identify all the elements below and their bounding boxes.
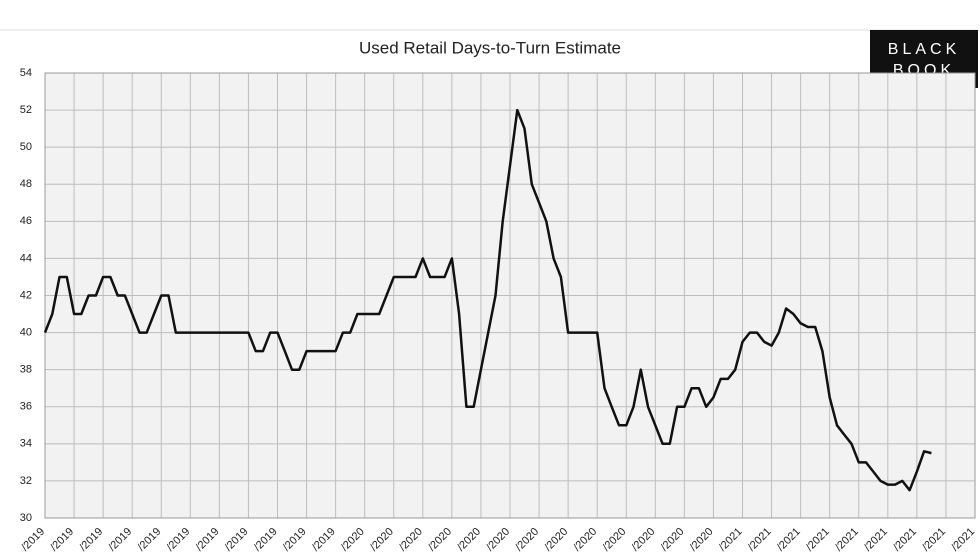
x-tick-label: /2020 <box>659 526 687 552</box>
x-tick-label: /2020 <box>426 526 454 552</box>
y-tick-label: 44 <box>20 252 32 264</box>
x-tick-label: /2019 <box>77 526 105 552</box>
x-tick-label: /2021 <box>862 526 890 552</box>
y-tick-label: 32 <box>20 475 32 487</box>
x-tick-label: /2021 <box>804 526 832 552</box>
x-tick-label: /2020 <box>484 526 512 552</box>
x-tick-label: /2019 <box>310 526 338 552</box>
x-tick-label: /2020 <box>542 526 570 552</box>
x-tick-label: /2019 <box>48 526 76 552</box>
x-tick-label: /2021 <box>775 526 803 552</box>
y-tick-label: 54 <box>20 67 32 79</box>
x-tick-label: /2019 <box>19 526 47 552</box>
x-tick-label: /2021 <box>949 526 977 552</box>
y-tick-label: 38 <box>20 364 32 376</box>
y-tick-label: 30 <box>20 512 32 524</box>
x-tick-label: /2020 <box>397 526 425 552</box>
x-tick-label: /2020 <box>571 526 599 552</box>
x-tick-label: /2019 <box>135 526 163 552</box>
y-tick-label: 34 <box>20 438 32 450</box>
x-tick-label: /2019 <box>106 526 134 552</box>
x-tick-label: /2021 <box>891 526 919 552</box>
line-series <box>43 108 932 492</box>
x-tick-label: /2019 <box>165 526 193 552</box>
y-tick-label: 36 <box>20 401 32 413</box>
y-tick-label: 48 <box>20 178 32 190</box>
x-tick-label: /2021 <box>833 526 861 552</box>
y-tick-label: 46 <box>20 215 32 227</box>
x-tick-label: /2020 <box>455 526 483 552</box>
x-tick-label: /2019 <box>281 526 309 552</box>
y-tick-label: 42 <box>20 289 32 301</box>
plot-border <box>44 72 976 519</box>
x-tick-label: /2020 <box>368 526 396 552</box>
y-tick-label: 52 <box>20 104 32 116</box>
x-tick-label: /2021 <box>920 526 948 552</box>
x-tick-label: /2020 <box>600 526 628 552</box>
y-tick-label: 50 <box>20 141 32 153</box>
x-tick-label: /2021 <box>746 526 774 552</box>
x-tick-label: /2020 <box>630 526 658 552</box>
chart-title: Used Retail Days-to-Turn Estimate <box>359 38 621 57</box>
x-tick-label: /2019 <box>223 526 251 552</box>
x-tick-label: /2020 <box>513 526 541 552</box>
logo-text: BLACK <box>888 41 960 58</box>
x-tick-label: /2021 <box>717 526 745 552</box>
y-tick-label: 40 <box>20 326 32 338</box>
x-tick-label: /2020 <box>339 526 367 552</box>
x-tick-label: /2019 <box>194 526 222 552</box>
x-tick-label: /2019 <box>252 526 280 552</box>
x-tick-label: /2020 <box>688 526 716 552</box>
